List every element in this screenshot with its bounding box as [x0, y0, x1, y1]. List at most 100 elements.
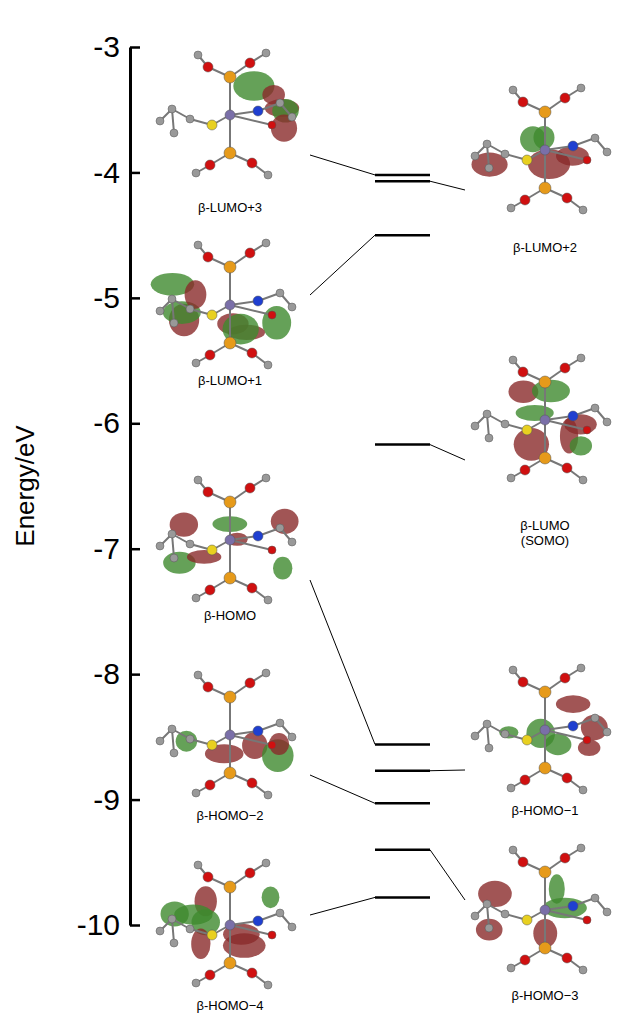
atom [539, 182, 551, 194]
orbital-lobes [508, 380, 596, 461]
atom [579, 476, 587, 484]
atom [264, 981, 272, 989]
atom [471, 422, 479, 430]
lobe [556, 695, 591, 713]
atom [253, 726, 263, 736]
atom [168, 725, 176, 733]
atom [247, 583, 257, 593]
levels [375, 175, 430, 897]
atom [205, 350, 215, 360]
atom [170, 749, 178, 757]
atom [245, 248, 255, 258]
atom [262, 239, 270, 247]
atom [205, 585, 215, 595]
atom [518, 677, 528, 687]
atom [225, 730, 235, 740]
atom [579, 786, 587, 794]
tick-mark [130, 172, 140, 175]
bonds [160, 243, 292, 365]
atom [539, 762, 551, 774]
atom [253, 106, 263, 116]
lobe [549, 874, 565, 903]
tick-mark [130, 673, 140, 676]
bonds [475, 668, 607, 790]
atom [245, 483, 255, 493]
atom [268, 311, 276, 319]
atom [485, 434, 493, 442]
atom [224, 71, 236, 83]
atom [207, 310, 217, 320]
atom [603, 418, 611, 426]
atom [509, 356, 517, 364]
atom [583, 736, 591, 744]
bond [230, 735, 272, 745]
atom [276, 719, 284, 727]
atom [203, 682, 213, 692]
atom [247, 158, 257, 168]
connector [430, 770, 465, 772]
atom [225, 110, 235, 120]
bonds [160, 53, 292, 175]
atom [224, 572, 236, 584]
atom [577, 84, 585, 92]
orbital-picture [471, 844, 611, 974]
lobe [269, 733, 289, 755]
energy-level [375, 443, 430, 446]
atom [268, 741, 276, 749]
atom [507, 964, 515, 972]
atom [203, 62, 213, 72]
atoms [471, 84, 611, 214]
atom [591, 894, 599, 902]
bonds [160, 673, 292, 795]
diagram: -10-9-8-7-6-5-4-3Energy/eVβ-LUMO+3β-LUMO… [0, 0, 627, 1023]
atom [225, 300, 235, 310]
orbital-label: β-HOMO−2 [196, 808, 263, 823]
atom [225, 920, 235, 930]
atom [562, 463, 572, 473]
tick-label: -8 [93, 657, 120, 690]
atom [288, 303, 296, 311]
atom [591, 404, 599, 412]
atom [568, 411, 578, 421]
bonds [475, 848, 607, 970]
atom [264, 171, 272, 179]
bond [230, 305, 272, 315]
atom [522, 155, 532, 165]
labels: β-LUMO+3β-LUMO+2β-LUMO+1β-LUMO(SOMO)β-HO… [196, 200, 578, 1013]
tick: -6 [93, 406, 140, 439]
atom [268, 546, 276, 554]
atom [288, 113, 296, 121]
orbital-lobes [151, 273, 291, 345]
atom [253, 296, 263, 306]
atom [262, 49, 270, 57]
tick-label: -5 [93, 281, 120, 314]
atom [518, 367, 528, 377]
atom [264, 596, 272, 604]
orbital-label: β-LUMO(SOMO) [520, 518, 569, 548]
atom [207, 740, 217, 750]
atom [205, 780, 215, 790]
atom [485, 924, 493, 932]
energy-level [375, 802, 430, 805]
atom [276, 289, 284, 297]
atom [168, 295, 176, 303]
tick-label: -9 [93, 783, 120, 816]
atoms [156, 669, 296, 799]
atoms [156, 859, 296, 989]
atom [579, 966, 587, 974]
atom [207, 120, 217, 130]
atom [568, 141, 578, 151]
atom [224, 261, 236, 273]
orbital-lobes [176, 731, 294, 772]
atom [186, 540, 194, 548]
atom [224, 767, 236, 779]
atom [540, 725, 550, 735]
atom [520, 465, 530, 475]
atoms [156, 49, 296, 179]
atom [268, 931, 276, 939]
energy-level [375, 174, 430, 177]
orbital-pictures [151, 49, 611, 989]
atom [577, 354, 585, 362]
atom [583, 916, 591, 924]
atom [194, 476, 202, 484]
